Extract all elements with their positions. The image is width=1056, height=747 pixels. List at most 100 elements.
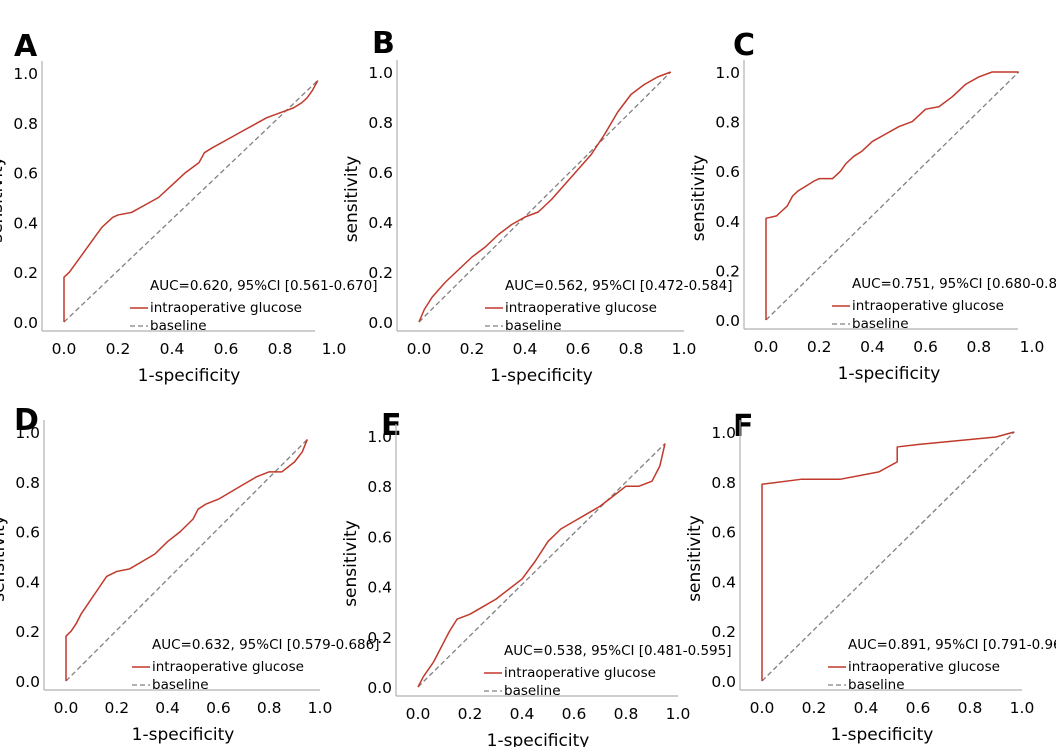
y-axis-title: sensitivity	[0, 156, 7, 243]
x-tick-label: 1.0	[666, 705, 691, 723]
baseline-line	[63, 79, 319, 323]
panel-e: E0.0 0.2 0.4 0.6 0.8 1.00.00.20.40.60.81.01-s…	[341, 408, 732, 747]
panel-letter-f: F	[733, 409, 754, 444]
panel-b: B 0.0 0.2 0.4 0.6 0.8 1.0 0.0 0.2 0.4 0.6 0.8 1.0 1-s…	[342, 26, 733, 386]
baseline-line	[761, 431, 1015, 682]
y-tick-label: 0.8	[715, 114, 740, 132]
y-axis-title: sensitivity	[342, 156, 362, 243]
x-axis-title: 1-specificity	[831, 725, 934, 745]
y-tick-label: 0.4	[13, 214, 38, 232]
y-tick-label: 0.8	[13, 115, 38, 133]
legend-roc-label: intraoperative glucose	[150, 300, 302, 316]
y-tick-label: 0.4	[711, 573, 736, 591]
legend-roc-label: intraoperative glucose	[505, 300, 657, 316]
x-tick-label: 1.0	[1010, 699, 1035, 717]
x-tick-label: 0.6	[214, 340, 239, 358]
x-tick-label: 0.6	[206, 699, 231, 717]
x-tick-label: 0.6	[562, 705, 587, 723]
legend-baseline-label: baseline	[848, 677, 905, 693]
x-tick-label: 0.4	[510, 705, 535, 723]
y-tick-label: 0.6	[13, 165, 38, 183]
y-axis-title: sensitivity	[341, 520, 361, 607]
auc-annotation: AUC=0.751, 95%CI [0.680-0.820]	[852, 276, 1056, 292]
panel-a: A 0.0 0.2 0.4 0.6 0.8 1.0 0.0 0.2 0.4 0.6 0.8 1.0 1-s…	[0, 29, 378, 386]
y-tick-label: 1.0	[715, 64, 740, 82]
y-tick-label: 0.2	[715, 262, 740, 280]
y-axis-title: sensitivity	[689, 155, 709, 242]
y-tick-label: 0.0	[715, 312, 740, 330]
y-axis-title: sensitivity	[0, 515, 9, 602]
roc-curve	[65, 439, 308, 681]
x-tick-label: 0.6	[913, 338, 938, 356]
x-tick-label: 0.2	[802, 699, 827, 717]
x-tick-label: 0.2	[104, 699, 129, 717]
x-axis-title: 1-specificity	[838, 364, 941, 384]
y-tick-label: 1.0	[711, 424, 736, 442]
baseline-line	[417, 443, 666, 688]
x-tick-label: 0.0	[52, 340, 77, 358]
auc-annotation: AUC=0.632, 95%CI [0.579-0.686]	[152, 637, 380, 653]
x-tick-label: 0.0	[406, 705, 431, 723]
roc-curve	[417, 443, 666, 688]
y-tick-label: 0.8	[15, 474, 40, 492]
y-tick-label: 0.2	[367, 629, 392, 647]
x-tick-label: 0.4	[854, 699, 879, 717]
y-tick-label: 0.6	[711, 524, 736, 542]
x-axis-title: 1-specificity	[132, 725, 235, 745]
y-tick-label: 0.8	[368, 114, 393, 132]
auc-annotation: AUC=0.891, 95%CI [0.791-0.965]	[848, 637, 1056, 653]
y-tick-label: 0.2	[13, 264, 38, 282]
y-tick-label: 1.0	[367, 428, 392, 446]
x-tick-label: 0.8	[619, 340, 644, 358]
panel-d: D 0.0 0.2 0.4 0.6 0.8 1.0 0.0 0.2 0.4 0.6 0.8 1.0 1-s…	[0, 403, 380, 745]
panel-letter-a: A	[14, 29, 38, 64]
y-tick-label: 0.8	[367, 478, 392, 496]
legend-baseline-label: baseline	[852, 316, 909, 332]
x-tick-label: 0.4	[155, 699, 180, 717]
x-tick-label: 1.0	[308, 699, 333, 717]
y-tick-label: 1.0	[368, 64, 393, 82]
x-tick-label: 0.0	[407, 340, 432, 358]
y-tick-label: 0.0	[13, 314, 38, 332]
y-tick-label: 0.0	[368, 314, 393, 332]
x-tick-label: 0.4	[860, 338, 885, 356]
legend-roc-label: intraoperative glucose	[848, 659, 1000, 675]
y-tick-label: 0.2	[368, 264, 393, 282]
auc-annotation: AUC=0.620, 95%CI [0.561-0.670]	[150, 278, 378, 294]
auc-annotation: AUC=0.562, 95%CI [0.472-0.584]	[505, 278, 733, 294]
x-tick-label: 0.8	[958, 699, 983, 717]
y-tick-label: 0.2	[15, 623, 40, 641]
x-tick-label: 0.2	[807, 338, 832, 356]
legend-baseline-label: baseline	[504, 683, 561, 699]
legend-roc-label: intraoperative glucose	[504, 665, 656, 681]
panel-f: F 0.0 0.2 0.4 0.6 0.8 1.0 0.0 0.2 0.4 0.6 0.8 1.0 1-s…	[685, 409, 1056, 745]
x-tick-label: 0.2	[458, 705, 483, 723]
x-tick-label: 0.6	[906, 699, 931, 717]
x-tick-label: 0.6	[566, 340, 591, 358]
legend-baseline-label: baseline	[505, 318, 562, 334]
x-tick-label: 0.8	[257, 699, 282, 717]
baseline-line	[418, 71, 672, 323]
x-tick-label: 0.2	[460, 340, 485, 358]
y-axis-title: sensitivity	[685, 515, 705, 602]
roc-curve	[418, 71, 672, 323]
panel-letter-c: C	[733, 28, 755, 63]
auc-annotation: AUC=0.538, 95%CI [0.481-0.595]	[504, 643, 732, 659]
baseline-line	[765, 71, 1020, 321]
legend-baseline-label: baseline	[152, 677, 209, 693]
x-axis-title: 1-specificity	[487, 731, 590, 747]
legend-baseline-label: baseline	[150, 318, 207, 334]
y-tick-label: 0.6	[368, 164, 393, 182]
y-tick-label: 0.4	[368, 214, 393, 232]
y-tick-label: 0.4	[715, 213, 740, 231]
x-tick-label: 0.8	[268, 340, 293, 358]
x-tick-label: 1.0	[322, 340, 347, 358]
y-tick-label: 0.6	[367, 528, 392, 546]
x-tick-label: 1.0	[672, 340, 697, 358]
y-tick-label: 0.8	[711, 474, 736, 492]
roc-curve	[63, 80, 319, 322]
x-tick-label: 0.0	[754, 338, 779, 356]
y-tick-label: 0.0	[367, 679, 392, 697]
x-tick-label: 0.4	[513, 340, 538, 358]
x-axis-title: 1-specificity	[490, 366, 593, 386]
